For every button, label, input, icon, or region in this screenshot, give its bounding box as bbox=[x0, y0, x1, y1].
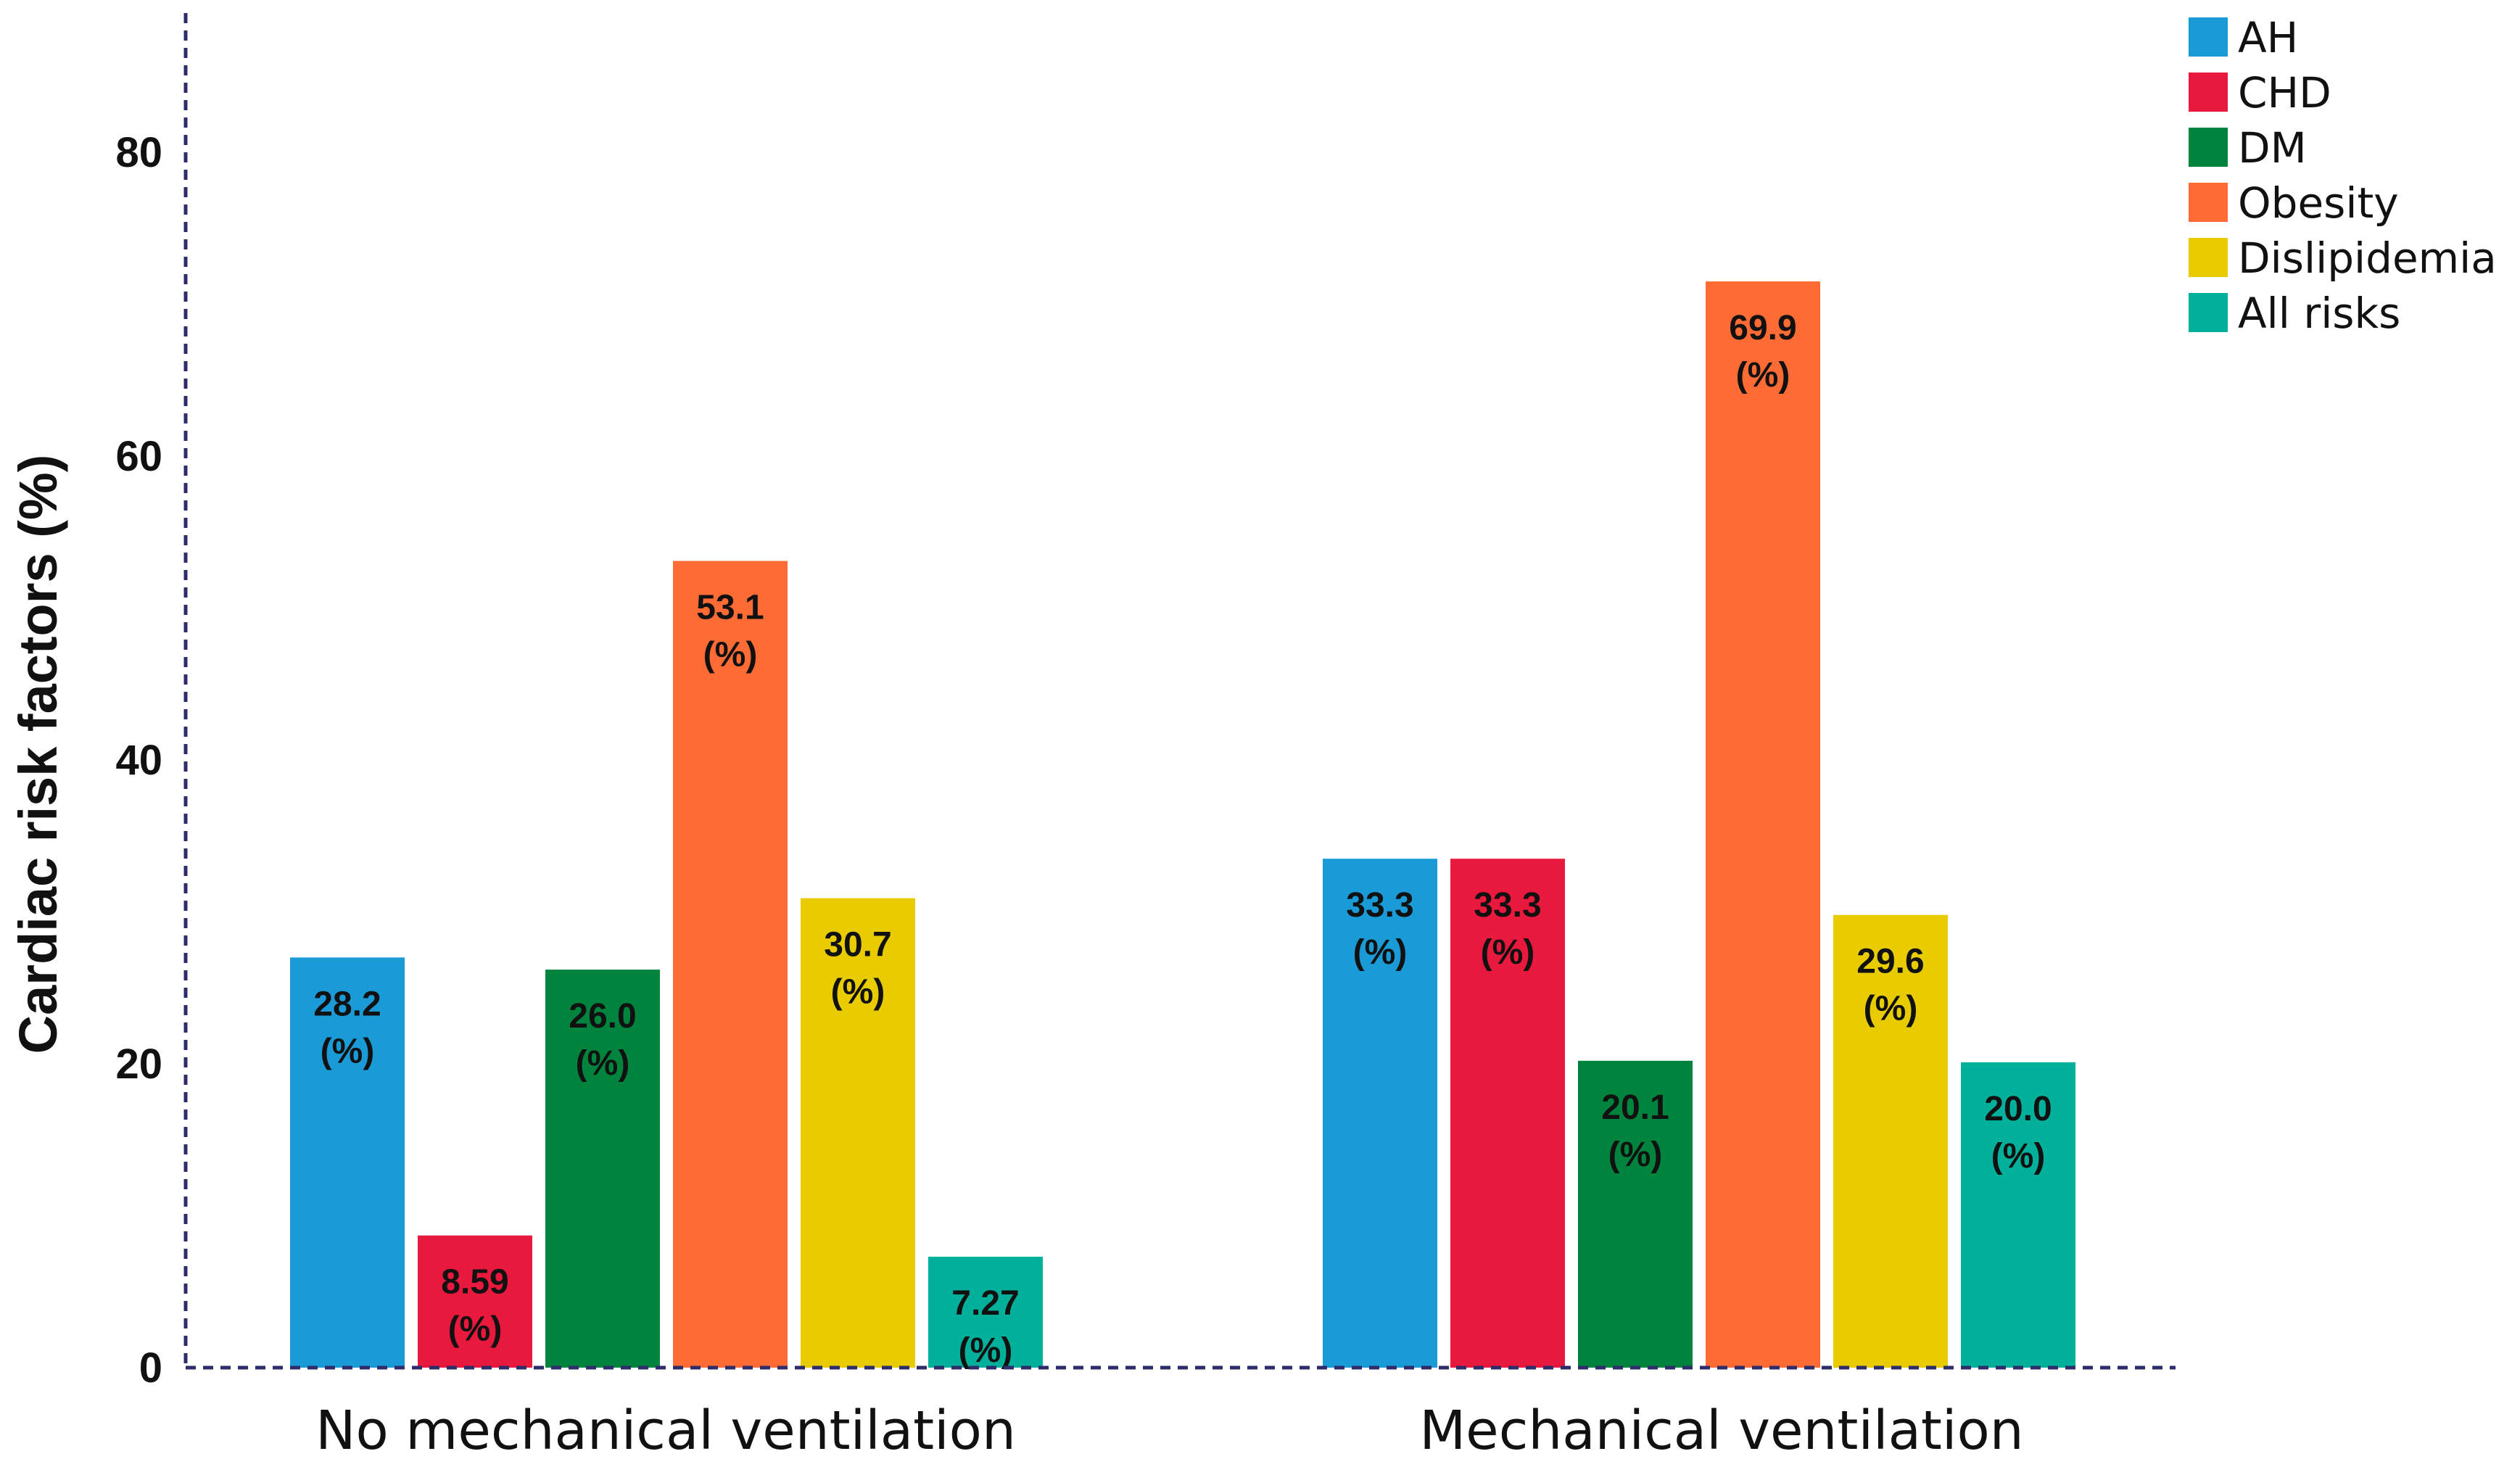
y-ticks-layer: 0 20 40 60 80 bbox=[115, 129, 162, 1392]
y-tick-label: 60 bbox=[115, 433, 162, 480]
bar-dislipidemia-mv bbox=[1833, 914, 1948, 1368]
legend-label-dislipidemia: Dislipidemia bbox=[2238, 234, 2497, 283]
legend-swatch-chd bbox=[2189, 73, 2228, 112]
legend-swatch-obesity bbox=[2189, 183, 2228, 222]
bar-unit-label: (%) bbox=[448, 1310, 503, 1349]
bar-unit-label: (%) bbox=[321, 1032, 375, 1070]
bar-unit-label: (%) bbox=[1864, 990, 1918, 1028]
legend-label-dm: DM bbox=[2238, 123, 2307, 173]
legend-swatch-all-risks bbox=[2189, 293, 2228, 332]
bar-unit-label: (%) bbox=[1353, 933, 1408, 972]
bar-value-label: 7.27 bbox=[951, 1284, 1019, 1323]
bar-unit-label: (%) bbox=[959, 1331, 1013, 1370]
bar-ah-mv bbox=[1323, 859, 1437, 1368]
bar-all-risks-no-mv bbox=[928, 1257, 1043, 1368]
legend-swatch-ah bbox=[2189, 17, 2228, 57]
bar-unit-label: (%) bbox=[576, 1044, 630, 1083]
bar-value-label: 26.0 bbox=[569, 997, 636, 1036]
legend-label-ah: AH bbox=[2238, 13, 2298, 62]
bar-value-label: 30.7 bbox=[824, 926, 891, 964]
bar-unit-label: (%) bbox=[1736, 356, 1790, 394]
y-tick-label: 20 bbox=[115, 1041, 162, 1088]
bar-value-label: 33.3 bbox=[1346, 886, 1413, 925]
bar-value-label: 28.2 bbox=[313, 985, 381, 1023]
bar-dislipidemia-no-mv bbox=[801, 898, 915, 1368]
bar-obesity-mv bbox=[1706, 281, 1820, 1368]
legend-label-obesity: Obesity bbox=[2238, 178, 2399, 228]
bar-value-label: 8.59 bbox=[441, 1263, 508, 1302]
y-tick-label: 40 bbox=[115, 737, 162, 784]
bar-value-label: 29.6 bbox=[1856, 943, 1924, 981]
bar-unit-label: (%) bbox=[703, 636, 758, 674]
bar-dm-mv bbox=[1578, 1060, 1693, 1368]
group-label-mechanical-ventilation: Mechanical ventilation bbox=[1419, 1400, 2023, 1462]
bar-unit-label: (%) bbox=[831, 973, 885, 1012]
bar-obesity-no-mv bbox=[673, 561, 788, 1368]
y-tick-label: 0 bbox=[139, 1344, 162, 1392]
bars-layer bbox=[290, 281, 2075, 1368]
bar-value-label: 20.1 bbox=[1601, 1088, 1669, 1127]
bar-value-label: 20.0 bbox=[1984, 1090, 2052, 1128]
bar-chd-no-mv bbox=[418, 1235, 532, 1368]
legend-swatch-dm bbox=[2189, 128, 2228, 167]
bar-chd-mv bbox=[1450, 859, 1565, 1368]
bar-ah-no-mv bbox=[290, 957, 405, 1368]
bar-unit-label: (%) bbox=[1481, 933, 1535, 972]
bar-value-label: 53.1 bbox=[696, 589, 764, 627]
bar-value-label: 69.9 bbox=[1729, 309, 1796, 347]
bar-all-risks-mv bbox=[1961, 1062, 2075, 1368]
y-axis-label: Cardiac risk factors (%) bbox=[8, 455, 68, 1054]
legend-label-all-risks: All risks bbox=[2238, 289, 2400, 338]
bar-unit-label: (%) bbox=[1991, 1137, 2046, 1175]
y-tick-label: 80 bbox=[115, 129, 162, 176]
group-label-no-mechanical-ventilation: No mechanical ventilation bbox=[315, 1400, 1016, 1462]
bar-labels-layer: 28.2 (%) 33.3 (%) 8.59 (%) 33.3 (%) 26.0 (%) 20.1 (… bbox=[313, 309, 2052, 1370]
legend-swatch-dislipidemia bbox=[2189, 238, 2228, 277]
bar-unit-label: (%) bbox=[1608, 1136, 1663, 1174]
bar-dm-no-mv bbox=[545, 970, 660, 1368]
bar-value-label: 33.3 bbox=[1474, 886, 1541, 925]
legend-label-chd: CHD bbox=[2238, 68, 2331, 117]
